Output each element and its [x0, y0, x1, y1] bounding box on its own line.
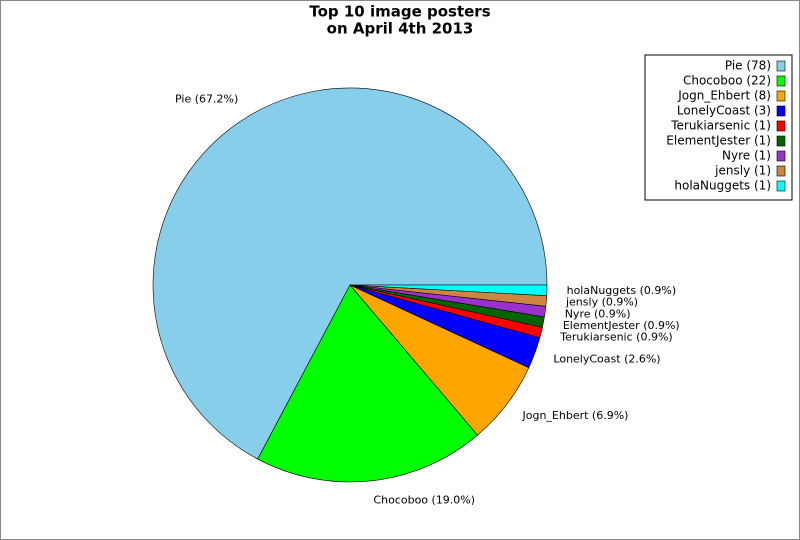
legend-label: holaNuggets (1) — [674, 179, 771, 193]
legend-swatch — [776, 90, 786, 102]
legend-swatch — [776, 75, 786, 87]
slice-label: Nyre (0.9%) — [565, 307, 631, 320]
slice-label: LonelyCoast (2.6%) — [553, 353, 660, 366]
legend-swatch — [776, 150, 786, 162]
legend-swatch — [776, 180, 786, 192]
legend-swatch — [776, 105, 786, 117]
legend-label: Jogn_Ehbert (8) — [677, 89, 771, 103]
pie-slice — [257, 284, 478, 483]
legend-label: LonelyCoast (3) — [677, 104, 771, 118]
legend-label: ElementJester (1) — [666, 134, 771, 148]
slice-label: Jogn_Ehbert (6.9%) — [522, 409, 629, 422]
legend-swatch — [776, 120, 786, 132]
legend-label: Terukiarsenic (1) — [670, 119, 771, 133]
slice-label: Terukiarsenic (0.9%) — [559, 330, 672, 343]
slice-label: ElementJester (0.9%) — [563, 319, 680, 332]
slice-label: jensly (0.9%) — [565, 296, 638, 309]
legend-label: Nyre (1) — [722, 149, 771, 163]
legend-label: Chocoboo (22) — [683, 74, 771, 88]
legend-swatch — [776, 60, 786, 72]
legend-box — [644, 54, 793, 201]
chart-title: on April 4th 2013 — [327, 20, 474, 38]
slice-label: holaNuggets (0.9%) — [567, 284, 677, 297]
pie-slice — [152, 87, 548, 460]
legend-swatch — [776, 135, 786, 147]
pie-slice — [349, 284, 548, 296]
legend-swatch — [776, 165, 786, 177]
slice-label: Chocoboo (19.0%) — [373, 493, 475, 506]
legend-label: Pie (78) — [725, 59, 771, 73]
chart-title: Top 10 image posters — [309, 3, 490, 21]
legend-label: jensly (1) — [714, 164, 771, 178]
slice-label: Pie (67.2%) — [175, 92, 238, 105]
